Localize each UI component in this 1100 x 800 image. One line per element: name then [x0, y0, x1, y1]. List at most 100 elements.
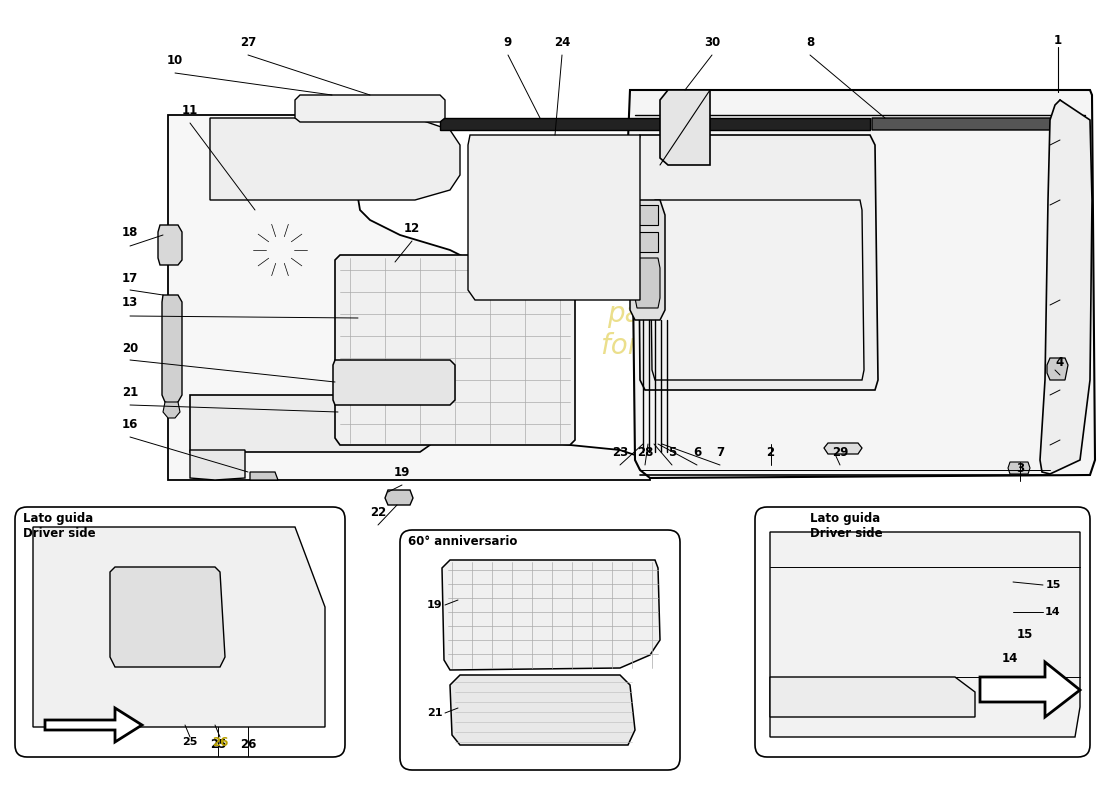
Text: 6: 6 [693, 446, 701, 458]
Polygon shape [638, 135, 878, 390]
Text: 8: 8 [806, 35, 814, 49]
Circle shape [748, 142, 752, 147]
Text: passion
for parts: passion for parts [601, 300, 719, 360]
Circle shape [658, 142, 662, 147]
Polygon shape [872, 118, 1058, 130]
Polygon shape [370, 262, 452, 310]
Circle shape [658, 382, 662, 387]
Text: 30: 30 [704, 35, 720, 49]
Text: 28: 28 [637, 446, 653, 458]
Polygon shape [360, 295, 415, 315]
Text: 17: 17 [122, 271, 139, 285]
Bar [962, 617, 997, 642]
Text: 23: 23 [612, 446, 628, 458]
Bar [962, 582, 997, 607]
Text: Lato guida
Driver side: Lato guida Driver side [810, 512, 882, 540]
Text: 19: 19 [427, 600, 443, 610]
Polygon shape [468, 135, 640, 300]
Bar [910, 572, 1010, 692]
Text: 27: 27 [240, 35, 256, 49]
Text: 4: 4 [1056, 355, 1064, 369]
Text: 24: 24 [553, 35, 570, 49]
Polygon shape [628, 90, 1094, 478]
Polygon shape [110, 567, 226, 667]
Text: 60° anniversario: 60° anniversario [408, 535, 517, 548]
Polygon shape [295, 95, 446, 122]
Polygon shape [336, 255, 575, 445]
Bar [138, 591, 167, 621]
Bar [918, 544, 953, 560]
Polygon shape [355, 290, 420, 340]
Text: e passion
for parts: e passion for parts [290, 274, 449, 346]
Polygon shape [824, 443, 862, 454]
Polygon shape [770, 677, 975, 717]
Text: 12: 12 [404, 222, 420, 234]
Bar [962, 652, 997, 677]
Text: 2: 2 [766, 446, 774, 458]
Polygon shape [168, 115, 650, 480]
Polygon shape [33, 527, 324, 727]
Text: 22: 22 [370, 506, 386, 518]
Text: 14: 14 [1045, 607, 1060, 617]
Polygon shape [770, 532, 1080, 737]
Polygon shape [385, 490, 412, 505]
Polygon shape [190, 395, 430, 452]
Text: 18: 18 [122, 226, 139, 238]
Text: Lato guida
Driver side: Lato guida Driver side [23, 512, 96, 540]
Circle shape [837, 382, 843, 387]
FancyBboxPatch shape [400, 530, 680, 770]
Text: 20: 20 [122, 342, 139, 354]
Bar [133, 587, 198, 657]
FancyBboxPatch shape [15, 507, 345, 757]
Bar [388, 278, 396, 286]
Polygon shape [250, 472, 278, 480]
Polygon shape [163, 402, 180, 418]
Bar [918, 582, 953, 607]
Text: 11: 11 [182, 103, 198, 117]
Text: 3: 3 [1016, 462, 1024, 474]
Polygon shape [45, 708, 142, 742]
Bar [760, 190, 810, 210]
Text: 19: 19 [394, 466, 410, 478]
Text: 14: 14 [1002, 651, 1019, 665]
Polygon shape [660, 90, 710, 165]
Polygon shape [210, 118, 460, 200]
Bar [962, 544, 997, 560]
Polygon shape [440, 118, 870, 130]
Polygon shape [333, 360, 455, 405]
Text: 1: 1 [1054, 34, 1063, 46]
Bar [170, 591, 192, 603]
Polygon shape [1008, 462, 1030, 474]
Text: 13: 13 [122, 297, 139, 310]
Text: 25: 25 [183, 737, 198, 747]
Circle shape [242, 212, 318, 288]
Polygon shape [162, 295, 182, 405]
Polygon shape [158, 225, 182, 265]
Text: 25: 25 [210, 738, 227, 751]
Text: 5: 5 [668, 446, 676, 458]
Polygon shape [635, 258, 660, 308]
Text: 15: 15 [1045, 580, 1060, 590]
Polygon shape [1047, 358, 1068, 380]
Bar [170, 607, 192, 619]
Text: 29: 29 [832, 446, 848, 458]
Polygon shape [630, 200, 666, 320]
Text: 21: 21 [122, 386, 139, 398]
Polygon shape [650, 200, 864, 380]
Bar [918, 617, 953, 642]
Text: 15: 15 [1016, 629, 1033, 642]
Bar [330, 95, 355, 117]
Polygon shape [1040, 100, 1092, 474]
Polygon shape [980, 662, 1080, 717]
Circle shape [748, 382, 752, 387]
Polygon shape [360, 320, 415, 338]
Bar [910, 537, 1010, 565]
Text: 21: 21 [427, 708, 442, 718]
Circle shape [837, 142, 843, 147]
Text: 16: 16 [122, 418, 139, 430]
Bar [412, 278, 420, 286]
Text: 26: 26 [240, 738, 256, 751]
Circle shape [764, 444, 777, 456]
Polygon shape [442, 560, 660, 670]
Bar [400, 278, 408, 286]
